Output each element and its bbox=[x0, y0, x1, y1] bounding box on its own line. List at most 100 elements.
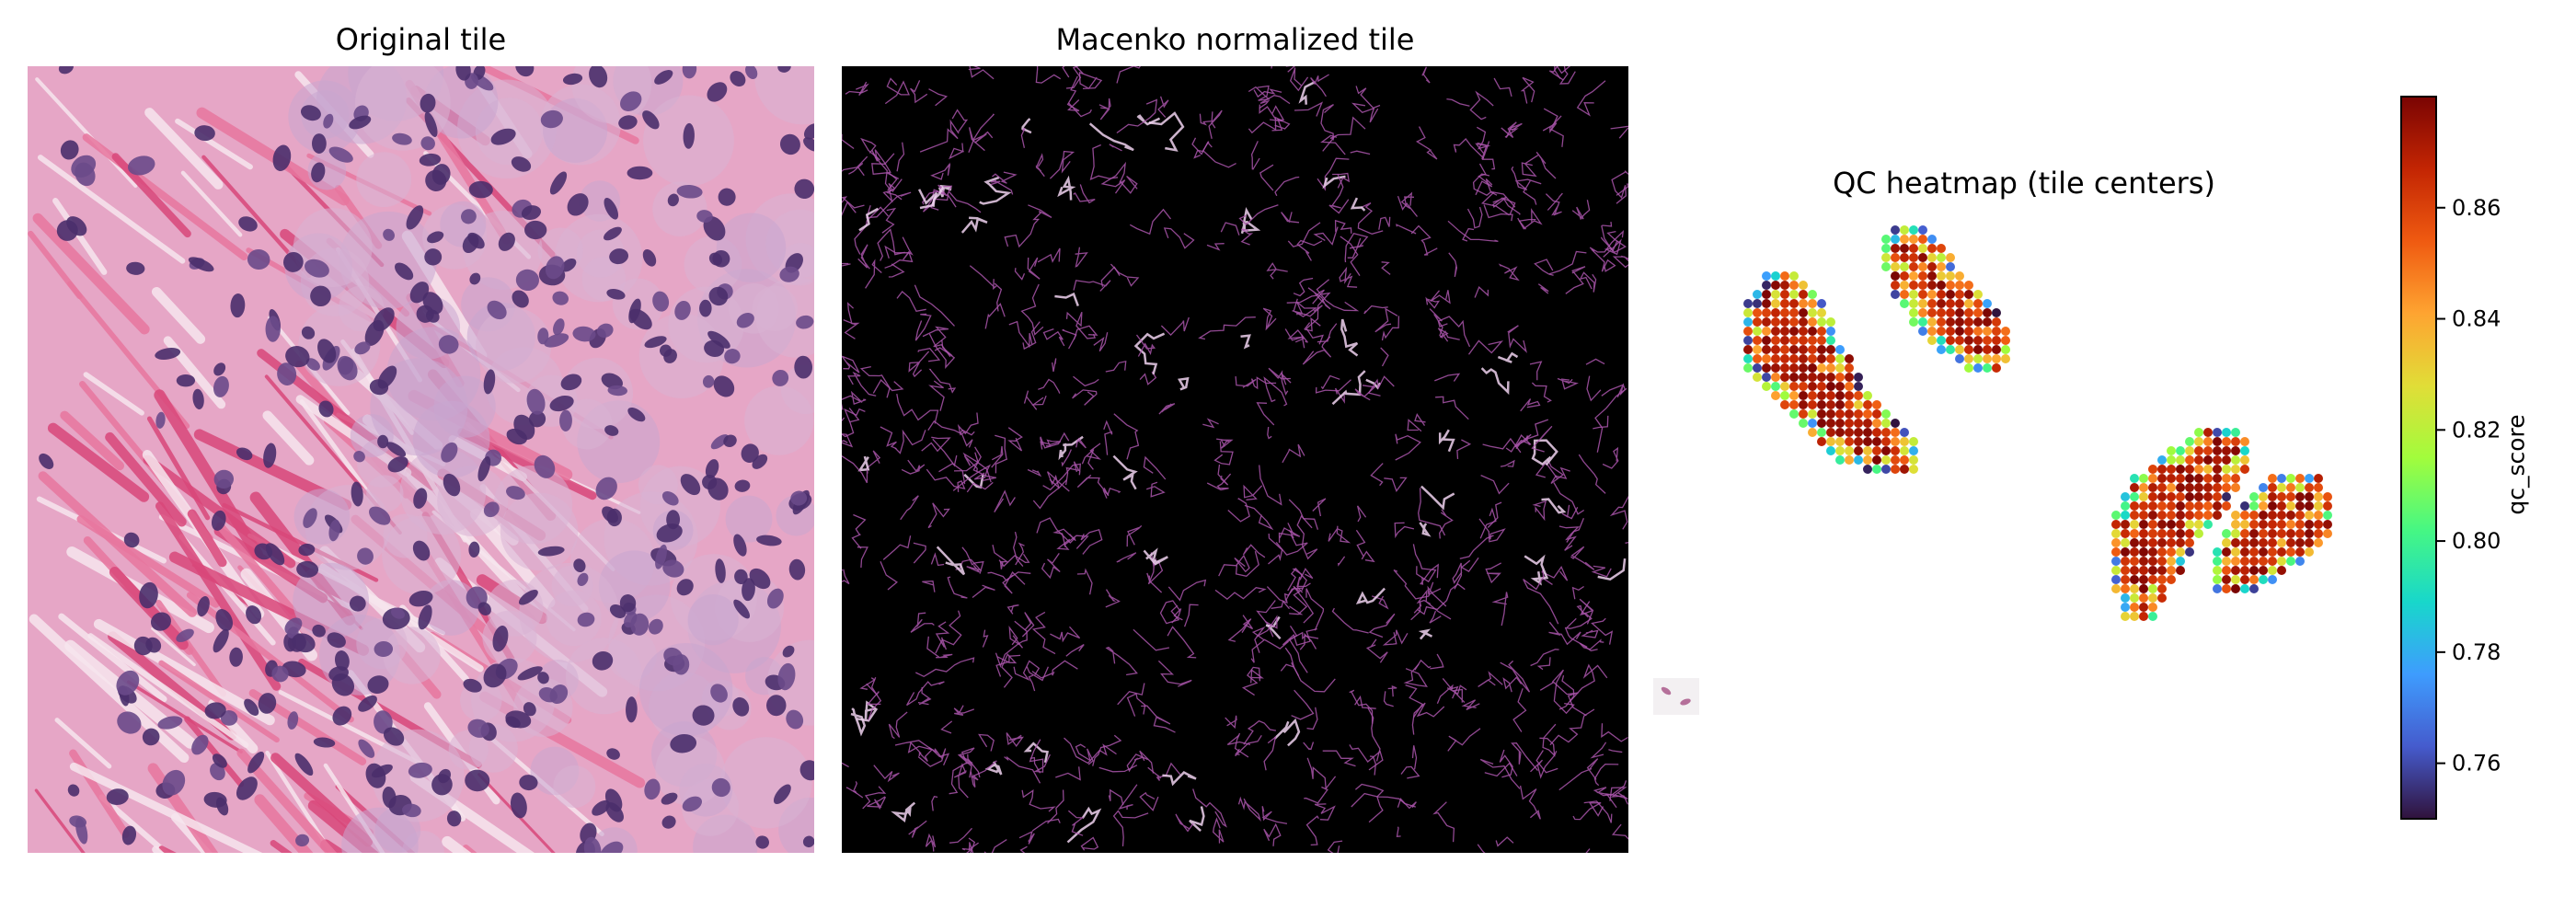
tile-center-point bbox=[2305, 547, 2314, 557]
tile-center-point bbox=[1891, 419, 1900, 428]
tile-center-point bbox=[2139, 603, 2148, 612]
tile-center-point bbox=[2167, 446, 2176, 455]
tile-center-point bbox=[1817, 373, 1826, 382]
tile-center-point bbox=[2295, 538, 2305, 547]
tile-center-point bbox=[1900, 235, 1909, 244]
tile-center-point bbox=[2203, 428, 2213, 437]
tile-center-point bbox=[1817, 317, 1826, 327]
tile-center-point bbox=[1937, 253, 1946, 262]
tile-center-point bbox=[2194, 529, 2203, 538]
tile-center-point bbox=[2323, 501, 2332, 511]
tile-center-point bbox=[1780, 391, 1789, 400]
tile-center-point bbox=[2213, 483, 2222, 492]
tile-center-point bbox=[1789, 400, 1799, 409]
tile-center-point bbox=[2167, 575, 2176, 584]
tile-center-point bbox=[2148, 465, 2157, 474]
tile-center-point bbox=[2121, 593, 2130, 603]
tile-center-point bbox=[1872, 437, 1881, 446]
tile-center-point bbox=[2213, 428, 2222, 437]
tile-center-point bbox=[2222, 465, 2231, 474]
tile-center-point bbox=[2231, 455, 2240, 465]
tile-center-point bbox=[2213, 584, 2222, 593]
tile-center-point bbox=[2121, 557, 2130, 566]
tile-center-point bbox=[1817, 391, 1826, 400]
tile-center-point bbox=[2185, 446, 2194, 455]
tile-center-point bbox=[1955, 354, 1964, 363]
tile-center-point bbox=[1964, 354, 1973, 363]
tile-center-point bbox=[1799, 354, 1808, 363]
tile-center-point bbox=[2121, 584, 2130, 593]
tile-center-point bbox=[2249, 511, 2259, 520]
tile-center-point bbox=[1973, 354, 1983, 363]
macenko-tile-image bbox=[842, 66, 1628, 853]
tile-center-point bbox=[1845, 428, 1854, 437]
tile-center-point bbox=[1789, 345, 1799, 354]
tile-center-point bbox=[2240, 575, 2249, 584]
tile-center-point bbox=[1955, 317, 1964, 327]
tile-center-point bbox=[1771, 373, 1780, 382]
tile-center-point bbox=[1927, 317, 1937, 327]
tile-center-point bbox=[1835, 446, 1845, 455]
tile-center-point bbox=[2295, 557, 2305, 566]
tile-center-point bbox=[2148, 603, 2157, 612]
tile-center-point bbox=[2203, 446, 2213, 455]
tile-center-point bbox=[1992, 336, 2001, 345]
tile-center-point bbox=[2213, 511, 2222, 520]
tile-center-point bbox=[2130, 547, 2139, 557]
tile-center-point bbox=[2176, 474, 2185, 483]
tile-center-point bbox=[1918, 225, 1927, 235]
tile-center-point bbox=[1891, 290, 1900, 299]
tile-center-point bbox=[1900, 262, 1909, 271]
tile-center-point bbox=[2139, 538, 2148, 547]
tile-center-point bbox=[1881, 235, 1891, 244]
tile-center-point bbox=[2139, 483, 2148, 492]
tile-center-point bbox=[1863, 446, 1872, 455]
tile-center-point bbox=[2240, 465, 2249, 474]
tile-center-point bbox=[1891, 271, 1900, 281]
tile-center-point bbox=[1771, 308, 1780, 317]
tile-center-point bbox=[1743, 317, 1753, 327]
tile-center-point bbox=[1946, 299, 1955, 308]
tile-center-point bbox=[2111, 511, 2121, 520]
tile-center-point bbox=[1909, 308, 1918, 317]
tile-center-point bbox=[1872, 400, 1881, 409]
tile-center-point bbox=[1909, 446, 1918, 455]
tile-center-point bbox=[2295, 529, 2305, 538]
tile-center-point bbox=[1891, 437, 1900, 446]
tile-center-point bbox=[2231, 465, 2240, 474]
tile-center-point bbox=[1973, 308, 1983, 317]
tile-center-point bbox=[1992, 317, 2001, 327]
tile-center-point bbox=[1808, 400, 1817, 409]
tile-center-point bbox=[2176, 557, 2185, 566]
tile-center-point bbox=[1789, 281, 1799, 290]
tile-center-point bbox=[2001, 354, 2010, 363]
tile-center-point bbox=[2203, 501, 2213, 511]
tile-center-point bbox=[1817, 327, 1826, 336]
tile-center-point bbox=[1762, 271, 1771, 281]
tile-center-point bbox=[1845, 437, 1854, 446]
tile-center-point bbox=[2185, 538, 2194, 547]
tile-center-point bbox=[2305, 511, 2314, 520]
tile-center-point bbox=[2240, 455, 2249, 465]
tile-center-point bbox=[1743, 327, 1753, 336]
tile-center-point bbox=[1863, 465, 1872, 474]
tile-center-point bbox=[2286, 501, 2295, 511]
tile-center-point bbox=[2176, 511, 2185, 520]
tile-center-point bbox=[1826, 354, 1835, 363]
tile-center-point bbox=[1780, 373, 1789, 382]
tile-center-point bbox=[1964, 327, 1973, 336]
tile-center-point bbox=[1780, 400, 1789, 409]
tile-center-point bbox=[1808, 382, 1817, 391]
tile-center-point bbox=[1743, 299, 1753, 308]
tile-center-point bbox=[1753, 317, 1762, 327]
tile-center-point bbox=[1826, 382, 1835, 391]
tile-center-point bbox=[2259, 575, 2268, 584]
tile-center-point bbox=[2185, 483, 2194, 492]
tile-center-point bbox=[1762, 363, 1771, 373]
tile-center-point bbox=[2231, 483, 2240, 492]
tile-center-point bbox=[2231, 428, 2240, 437]
tile-center-point bbox=[2148, 474, 2157, 483]
tile-center-point bbox=[1909, 235, 1918, 244]
tile-center-point bbox=[1891, 428, 1900, 437]
tile-center-point bbox=[1881, 428, 1891, 437]
